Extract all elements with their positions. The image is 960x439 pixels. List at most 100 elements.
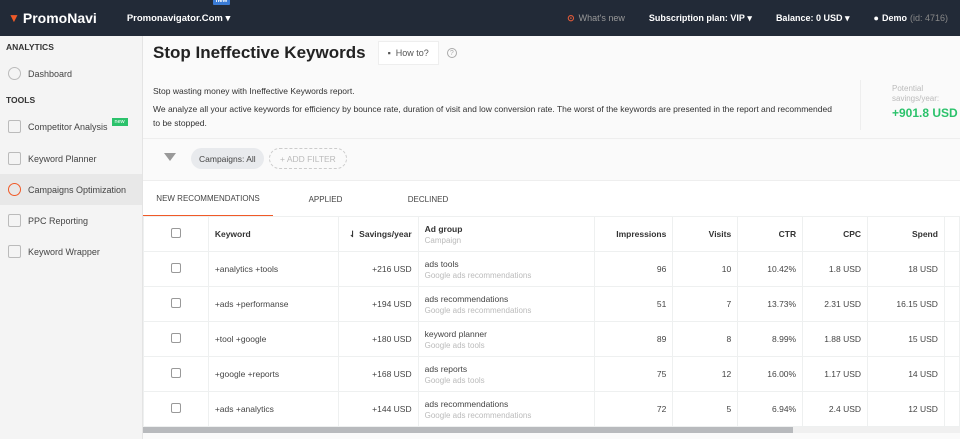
row-checkbox-cell [143, 251, 209, 287]
tab-new-recommendations[interactable]: NEW RECOMMENDATIONS [143, 181, 273, 217]
extra-cell [943, 391, 960, 427]
sort-icon: ⇃ [349, 228, 357, 239]
tabs: NEW RECOMMENDATIONS APPLIED DECLINED [143, 180, 960, 217]
ctr-header[interactable]: CTR [737, 216, 804, 252]
impressions-header[interactable]: Impressions [594, 216, 674, 252]
extra-cell [943, 251, 960, 287]
row-checkbox-cell [143, 321, 209, 357]
new-badge: new [212, 0, 231, 5]
book-icon: ▪ [387, 48, 391, 58]
cpc-cell: 1.17 USD [802, 356, 869, 392]
keyword-cell: +analytics +tools [207, 251, 339, 287]
savings-cell: +144 USD [337, 391, 419, 427]
logo-icon: ▼ [8, 11, 20, 25]
table-row: +ads +performanse +194 USD ads recommend… [143, 286, 960, 322]
savings-cell: +180 USD [337, 321, 419, 357]
spend-cell: 16.15 USD [867, 286, 945, 322]
top-bar: ▼ PromoNavi Promonavigator.Com ▾ new ⊙ What… [0, 0, 960, 36]
ctr-cell: 6.94% [737, 391, 804, 427]
logo[interactable]: ▼ PromoNavi [8, 10, 97, 26]
visits-cell: 12 [672, 356, 739, 392]
extra-cell [943, 321, 960, 357]
savings-header[interactable]: ⇃ Savings/year [337, 216, 419, 252]
sidebar-item-ppc-reporting[interactable]: PPC Reporting [0, 205, 142, 236]
filter-bar: Campaigns: All + ADD FILTER [143, 138, 960, 180]
row-checkbox[interactable] [170, 298, 181, 308]
tab-applied[interactable]: APPLIED [308, 194, 343, 204]
impressions-cell: 72 [594, 391, 674, 427]
visits-cell: 10 [672, 251, 739, 287]
chevron-down-icon: ▾ [844, 12, 850, 23]
title-row: Stop Ineffective Keywords ▪ How to? ? [153, 40, 457, 66]
cpc-cell: 2.4 USD [802, 391, 869, 427]
planner-icon [8, 152, 21, 165]
impressions-cell: 89 [594, 321, 674, 357]
cpc-header[interactable]: CPC [802, 216, 869, 252]
whats-new-link[interactable]: ⊙ What's new [567, 12, 625, 23]
cpc-cell: 1.88 USD [802, 321, 869, 357]
spend-cell: 15 USD [867, 321, 945, 357]
sidebar-item-keyword-planner[interactable]: Keyword Planner [0, 143, 142, 174]
dashboard-icon [8, 67, 21, 80]
scrollbar-thumb[interactable] [143, 427, 793, 433]
horizontal-scrollbar[interactable] [143, 427, 960, 433]
row-checkbox[interactable] [170, 368, 181, 378]
row-checkbox[interactable] [170, 333, 181, 343]
visits-header[interactable]: Visits [672, 216, 739, 252]
row-checkbox-cell [143, 286, 209, 322]
how-to-button[interactable]: ▪ How to? [377, 41, 439, 65]
description: Stop wasting money with Ineffective Keyw… [153, 86, 832, 128]
keyword-cell: +google +reports [207, 356, 339, 392]
page-title: Stop Ineffective Keywords [153, 43, 366, 62]
sidebar-item-dashboard[interactable]: Dashboard [0, 58, 142, 89]
add-filter-button[interactable]: + ADD FILTER [269, 148, 347, 169]
site-selector[interactable]: Promonavigator.Com ▾ new [127, 0, 231, 24]
cpc-cell: 1.8 USD [802, 251, 869, 287]
sidebar-item-competitor-analysis[interactable]: Competitor Analysis new [0, 111, 142, 142]
sidebar-item-campaigns-optimization[interactable]: Campaigns Optimization [0, 174, 142, 205]
table-row: +tool +google +180 USD keyword planner Go… [143, 321, 960, 357]
subscription-dropdown[interactable]: Subscription plan: VIP ▾ [648, 12, 752, 23]
savings-cell: +168 USD [337, 356, 419, 392]
keyword-header[interactable]: Keyword [207, 216, 339, 252]
balance-dropdown[interactable]: Balance: 0 USD ▾ [775, 12, 850, 23]
ctr-cell: 10.42% [737, 251, 804, 287]
savings-cell: +194 USD [337, 286, 419, 322]
campaigns-filter-chip[interactable]: Campaigns: All [191, 148, 264, 169]
ctr-cell: 13.73% [737, 286, 804, 322]
user-menu[interactable]: ● Demo (id: 4716) [873, 13, 948, 23]
ctr-cell: 16.00% [737, 356, 804, 392]
spend-cell: 14 USD [867, 356, 945, 392]
row-checkbox[interactable] [170, 403, 181, 413]
select-all-checkbox[interactable] [170, 228, 181, 238]
ctr-cell: 8.99% [737, 321, 804, 357]
adgroup-cell: ads reports Google ads tools [417, 356, 596, 392]
spend-header[interactable]: Spend [867, 216, 945, 252]
chevron-down-icon: ▾ [747, 12, 752, 23]
adgroup-header[interactable]: Ad group Campaign [417, 216, 596, 252]
visits-cell: 5 [672, 391, 739, 427]
table-row: +analytics +tools +216 USD ads tools Goog… [143, 251, 960, 287]
row-checkbox[interactable] [170, 263, 181, 273]
sidebar-item-keyword-wrapper[interactable]: Keyword Wrapper [0, 236, 142, 267]
reporting-icon [8, 214, 21, 227]
cpc-cell: 2.31 USD [802, 286, 869, 322]
header-right: ⊙ What's new Subscription plan: VIP ▾ Bal… [567, 0, 948, 36]
tools-heading: TOOLS [6, 95, 36, 105]
extra-cell [943, 286, 960, 322]
table-header: Keyword ⇃ Savings/year Ad group Campaign I… [143, 216, 960, 252]
alert-icon: ⊙ [567, 12, 575, 23]
adgroup-cell: ads recommendations Google ads recommenda… [417, 286, 596, 322]
select-all-cell [143, 216, 209, 252]
keywords-table: Keyword ⇃ Savings/year Ad group Campaign I… [143, 216, 960, 427]
filter-icon[interactable] [164, 153, 176, 161]
new-badge: new [111, 117, 128, 126]
adgroup-cell: keyword planner Google ads tools [417, 321, 596, 357]
tab-declined[interactable]: DECLINED [407, 194, 449, 204]
user-icon: ● [873, 13, 879, 23]
row-checkbox-cell [143, 356, 209, 392]
competitor-icon [8, 120, 21, 133]
help-icon[interactable]: ? [446, 48, 457, 58]
extra-header [943, 216, 960, 252]
keyword-cell: +ads +analytics [207, 391, 339, 427]
